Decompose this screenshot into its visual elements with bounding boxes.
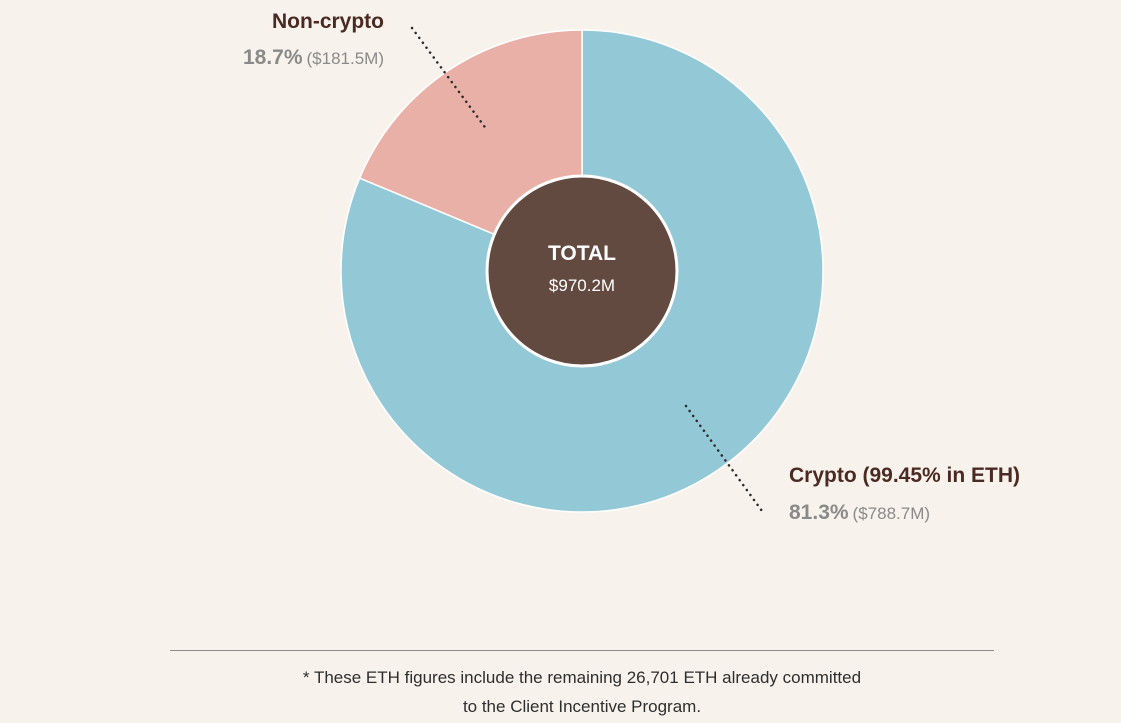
noncrypto-amount: ($181.5M) [306,49,384,68]
noncrypto-percent: 18.7% [242,46,303,69]
crypto-label: Crypto (99.45% in ETH) [789,464,1021,487]
footnote-line-2: to the Client Incentive Program. [462,697,702,716]
noncrypto-label: Non-crypto [272,10,384,33]
crypto-percent: 81.3% [789,501,849,524]
footnote-divider [170,650,994,651]
total-amount: $970.2M [548,276,616,295]
noncrypto-value: 18.7% ($181.5M) [243,46,384,70]
crypto-amount: ($788.7M) [852,504,931,523]
total-center-circle [485,174,679,368]
crypto-value: 81.3% ($788.7M) [789,501,930,525]
total-title: TOTAL [547,242,617,265]
footnote-line-1: * These ETH figures include the remainin… [302,668,862,687]
